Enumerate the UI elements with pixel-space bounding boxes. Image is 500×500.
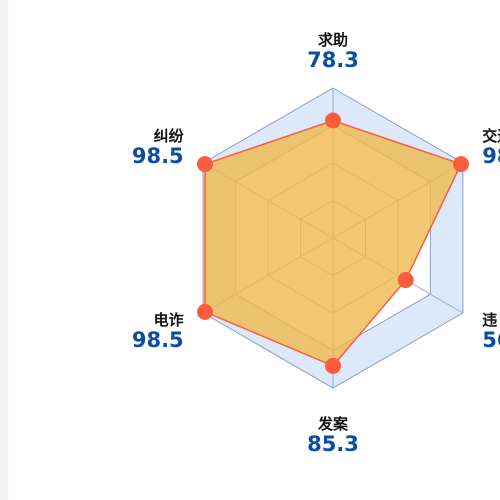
radar-data-point	[197, 303, 213, 320]
axis-label: 纠纷	[154, 127, 185, 145]
radar-data-point	[197, 156, 213, 173]
axis-label: 电诈	[154, 311, 184, 329]
axis-label: 求助	[318, 31, 348, 49]
axis-value-label: 78.3	[307, 48, 359, 72]
axis-value-label: 85.3	[307, 432, 359, 456]
radar-data-point	[325, 112, 341, 129]
axis-value-label: 98.5	[132, 144, 184, 168]
axis-value-label: 98.5	[132, 328, 184, 352]
axis-label: 发案	[317, 415, 349, 433]
axis-label: 交通	[482, 127, 500, 145]
radar-data-point	[325, 357, 341, 374]
axis-label: 违	[482, 311, 497, 329]
radar-data-point	[453, 156, 469, 173]
axis-value-label: 98.5	[482, 144, 500, 168]
radar-data-layer	[197, 112, 469, 374]
radar-data-point	[397, 272, 414, 288]
axis-value-label: 56	[482, 328, 500, 352]
